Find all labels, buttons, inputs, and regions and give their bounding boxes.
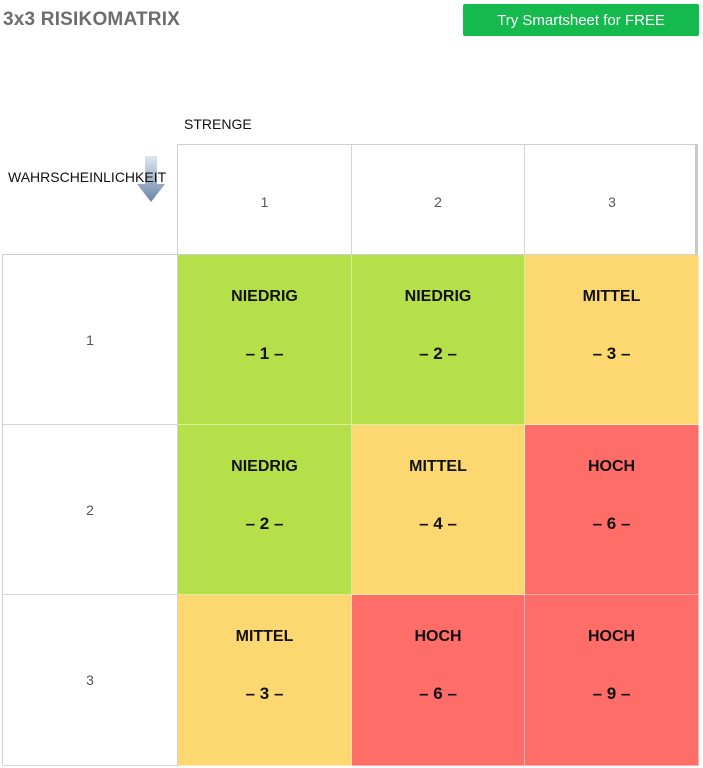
risk-cell: NIEDRIG – 2 – <box>178 425 352 595</box>
likelihood-row-header: 2 <box>3 425 178 595</box>
risk-score: – 3 – <box>592 344 631 363</box>
likelihood-row-header: 3 <box>3 595 178 766</box>
risk-level-label: MITTEL <box>582 288 641 305</box>
risk-score: – 3 – <box>245 684 284 703</box>
severity-column-header: 3 <box>608 193 616 210</box>
risk-score: – 2 – <box>245 514 284 533</box>
risk-level-label: NIEDRIG <box>231 458 298 475</box>
severity-column-header: 2 <box>352 145 525 254</box>
risk-level-label: MITTEL <box>235 628 294 645</box>
risk-cell: HOCH – 6 – <box>525 425 699 595</box>
likelihood-row-header: 1 <box>3 255 178 425</box>
risk-score: – 6 – <box>419 684 457 703</box>
risk-level-label: HOCH <box>587 458 636 475</box>
likelihood-axis-label: WAHRSCHEINLICHKEIT <box>8 169 167 185</box>
severity-header-row: 1 2 3 <box>177 144 698 254</box>
risk-matrix: 1 NIEDRIG – 1 – NIEDRIG – 2 – MITTEL – 3… <box>2 254 699 766</box>
risk-level-label: NIEDRIG <box>231 288 298 305</box>
risk-level-label: HOCH <box>414 628 462 645</box>
risk-cell: MITTEL – 3 – <box>525 255 699 425</box>
risk-score: – 6 – <box>592 514 631 533</box>
risk-score: – 4 – <box>419 514 457 533</box>
severity-column-header: 1 <box>178 145 352 254</box>
risk-cell: MITTEL – 3 – <box>178 595 352 766</box>
try-smartsheet-button[interactable]: Try Smartsheet for FREE <box>463 4 699 36</box>
risk-level-label: MITTEL <box>409 458 467 475</box>
risk-cell: HOCH – 6 – <box>352 595 525 766</box>
down-arrow-icon <box>137 156 165 202</box>
risk-score: – 9 – <box>592 684 631 703</box>
severity-axis-label: STRENGE <box>184 116 252 132</box>
risk-cell: MITTEL – 4 – <box>352 425 525 595</box>
risk-score: – 2 – <box>419 344 457 363</box>
risk-level-label: HOCH <box>587 628 636 645</box>
risk-cell: NIEDRIG – 1 – <box>178 255 352 425</box>
risk-cell: HOCH – 9 – <box>525 595 699 766</box>
page-title: 3x3 RISIKOMATRIX <box>3 9 181 30</box>
risk-score: – 1 – <box>245 344 284 363</box>
risk-level-label: NIEDRIG <box>404 288 472 305</box>
risk-cell: NIEDRIG – 2 – <box>352 255 525 425</box>
